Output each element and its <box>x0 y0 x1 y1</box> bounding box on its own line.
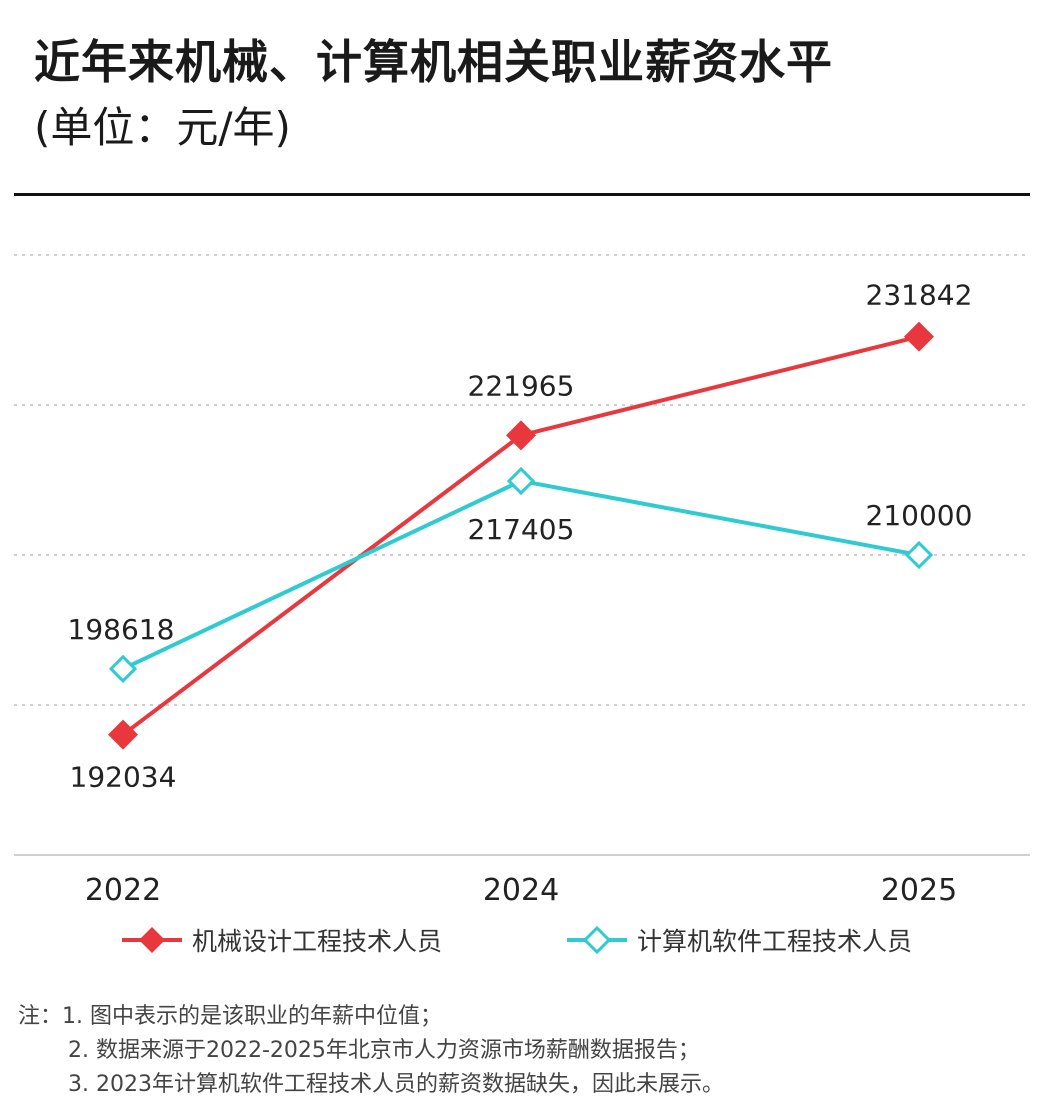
chart-subtitle: (单位：元/年) <box>34 103 291 152</box>
legend-swatch-mech <box>122 927 182 953</box>
data-point-marker <box>108 719 138 750</box>
footnote-2: 2. 数据来源于2022-2025年北京市人力资源市场薪酬数据报告； <box>68 1038 700 1063</box>
x-tick-label: 2022 <box>85 873 161 908</box>
x-tick-label: 2025 <box>881 873 957 908</box>
data-label: 192034 <box>70 761 177 794</box>
chart-title: 近年来机械、计算机相关职业薪资水平 <box>34 35 833 89</box>
x-tick-label: 2024 <box>483 873 559 908</box>
footnote-3: 3. 2023年计算机软件工程技术人员的薪资数据缺失，因此未展示。 <box>68 1072 724 1097</box>
footnotes: 注：1. 图中表示的是该职业的年薪中位值； 2. 数据来源于2022-2025年… <box>18 1000 724 1102</box>
data-point-marker <box>108 654 138 683</box>
legend-item-mech: 机械设计工程技术人员 <box>120 922 442 958</box>
line-chart: 2022 2024 2025 192034 221965 231842 198618 2174… <box>14 254 1030 908</box>
legend-label-cs: 计算机软件工程技术人员 <box>637 927 913 956</box>
data-label: 217405 <box>468 513 575 546</box>
data-point-marker <box>904 321 934 352</box>
legend-label-mech: 机械设计工程技术人员 <box>192 927 443 956</box>
title-divider <box>14 193 1030 196</box>
data-label: 210000 <box>866 499 973 532</box>
legend-swatch-cs <box>567 925 627 955</box>
data-label: 221965 <box>468 369 575 402</box>
legend-item-cs: 计算机软件工程技术人员 <box>565 922 912 958</box>
data-point-marker <box>506 420 536 451</box>
data-label: 198618 <box>68 613 175 646</box>
series-line-1 <box>122 478 920 671</box>
data-label: 231842 <box>866 279 973 312</box>
data-point-marker <box>506 466 536 496</box>
footnote-1: 注：1. 图中表示的是该职业的年薪中位值； <box>18 1004 442 1029</box>
data-point-marker <box>904 540 934 570</box>
